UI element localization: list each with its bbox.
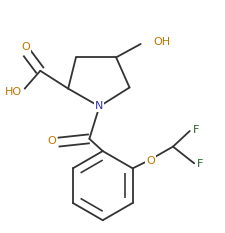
Text: O: O: [146, 156, 155, 166]
Text: F: F: [193, 125, 199, 135]
Text: HO: HO: [5, 87, 22, 97]
Text: O: O: [21, 42, 30, 52]
Text: F: F: [197, 159, 204, 169]
Text: OH: OH: [153, 37, 170, 47]
Text: N: N: [95, 101, 104, 111]
Text: O: O: [47, 136, 56, 146]
